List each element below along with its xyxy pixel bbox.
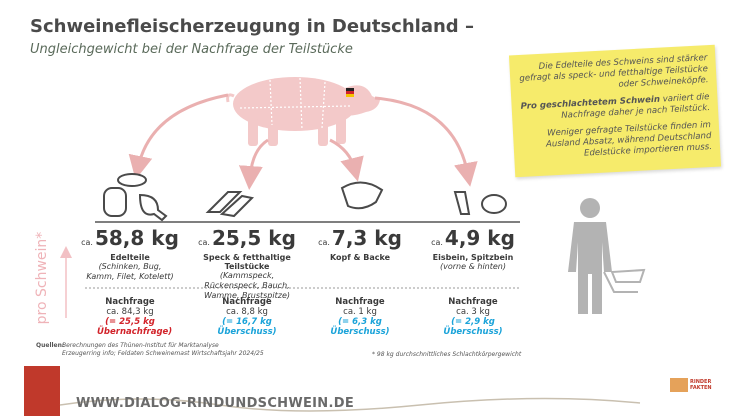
item-name: Edelteile (110, 253, 150, 262)
prefix: ca. (198, 238, 210, 247)
item: ca. 4,9 kg Eisbein, Spitzbein (vorne & hint… (418, 226, 528, 272)
amount: 25,5 kg (211, 226, 296, 250)
demand-value: ca. 8,8 kg (226, 307, 268, 317)
demand: Nachfrage ca. 1 kg (= 6,3 kg Überschuss) (305, 297, 415, 337)
brand: RINDER FAKTEN (690, 379, 712, 391)
amount: 4,9 kg (444, 226, 515, 250)
footnote: * 98 kg durchschnittliches Schlachtkörpe… (372, 351, 522, 358)
balance: (= 16,7 kg Überschuss) (217, 317, 277, 337)
icons (103, 173, 507, 222)
item-name: Eisbein, Spitzbein (432, 253, 514, 262)
source-line: Quellen:Berechnungen des Thünen-Institut… (36, 342, 264, 350)
pig (226, 77, 380, 146)
balance: (= 2,9 kg Überschuss) (443, 317, 503, 337)
note-text: Die Edelteile des Schweins sind stärker … (519, 53, 709, 90)
source-text: Berechnungen des Thünen-Institut für Mar… (62, 342, 219, 349)
prefix: ca. (431, 238, 443, 247)
logo (24, 366, 688, 416)
balance: (= 25,5 kg Übernachfrage) (97, 317, 173, 337)
source-text: Erzeugerring info; Feldaten Schweinemast… (62, 350, 264, 357)
amount: 7,3 kg (331, 226, 402, 250)
item-detail: (Schinken, Bug, Kamm, Filet, Kotelett) (86, 262, 174, 281)
amount-line: ca. 25,5 kg (192, 226, 302, 250)
demand: Nachfrage ca. 84,3 kg (= 25,5 kg Übernachf… (75, 297, 185, 337)
amount-line: ca. 4,9 kg (418, 226, 528, 250)
demand: Nachfrage ca. 3 kg (= 2,9 kg Überschuss) (418, 297, 528, 337)
amount-line: ca. 58,8 kg (75, 226, 185, 250)
demand-label: Nachfrage (105, 297, 155, 307)
balance: (= 6,3 kg Überschuss) (330, 317, 390, 337)
side-label: pro Schwein* (34, 231, 50, 325)
amount: 58,8 kg (94, 226, 179, 250)
amount-line: ca. 7,3 kg (305, 226, 415, 250)
demand-label: Nachfrage (448, 297, 498, 307)
item-name: Speck & fetthaltige Teilstücke (203, 253, 291, 271)
demand-value: ca. 84,3 kg (106, 307, 154, 317)
note-text: Weniger gefragte Teilstücke finden im Au… (545, 120, 713, 159)
item: ca. 58,8 kg Edelteile (Schinken, Bug, Kamm,… (75, 226, 185, 282)
note-text: Pro geschlachtetem Schwein variiert die … (519, 92, 710, 124)
arrows (60, 93, 478, 318)
source-label: Quellen: (36, 342, 65, 349)
item: ca. 7,3 kg Kopf & Backe (305, 226, 415, 262)
prefix: ca. (81, 238, 93, 247)
footer-url: WWW.DIALOG-RINDUNDSCHWEIN.DE (76, 396, 354, 411)
demand: Nachfrage ca. 8,8 kg (= 16,7 kg Überschuss… (192, 297, 302, 337)
demand-label: Nachfrage (335, 297, 385, 307)
sources: Quellen:Berechnungen des Thünen-Institut… (36, 342, 264, 358)
title: Schweinefleischerzeugung in Deutschland … (30, 16, 474, 37)
item-detail: (Kammspeck, Rückenspeck, Bauch, Wamme, B… (204, 271, 290, 300)
item-name: Kopf & Backe (329, 253, 391, 262)
prefix: ca. (318, 238, 330, 247)
person (568, 198, 646, 314)
subtitle: Ungleichgewicht bei der Nachfrage der Te… (30, 42, 353, 57)
demand-value: ca. 3 kg (456, 307, 490, 317)
demand-value: ca. 1 kg (343, 307, 377, 317)
item: ca. 25,5 kg Speck & fetthaltige Teilstücke… (192, 226, 302, 301)
demand-label: Nachfrage (222, 297, 272, 307)
item-detail: (vorne & hinten) (440, 262, 506, 271)
note: Die Edelteile des Schweins sind stärker … (508, 44, 722, 178)
